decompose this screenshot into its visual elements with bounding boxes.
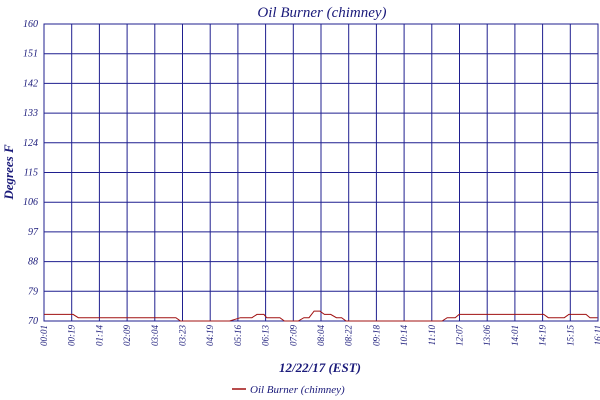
x-tick-label: 11:10 xyxy=(427,325,437,346)
x-tick-label: 09:18 xyxy=(371,325,381,346)
x-tick-label: 00:01 xyxy=(39,325,49,346)
x-tick-label: 10:14 xyxy=(399,325,409,346)
x-tick-label: 13:06 xyxy=(482,325,492,346)
x-tick-label: 12:07 xyxy=(455,325,465,346)
x-tick-label: 02:09 xyxy=(122,325,132,346)
x-tick-label: 14:01 xyxy=(510,325,520,346)
legend-label: Oil Burner (chimney) xyxy=(250,384,345,396)
legend: Oil Burner (chimney) xyxy=(232,384,345,396)
series-line-oil-burner xyxy=(44,310,598,322)
x-tick-label: 03:23 xyxy=(178,325,188,346)
y-tick-label: 142 xyxy=(23,78,38,89)
y-axis-label: Degrees F xyxy=(1,144,16,201)
x-tick-label: 08:22 xyxy=(344,325,354,346)
y-tick-label: 106 xyxy=(23,197,38,208)
x-tick-label: 15:15 xyxy=(565,325,575,346)
x-tick-label: 00:19 xyxy=(67,325,77,346)
y-tick-label: 79 xyxy=(28,286,38,297)
y-tick-label: 88 xyxy=(28,257,38,268)
y-tick-label: 160 xyxy=(23,19,38,30)
y-tick-labels: 70 79 88 97 106 115 124 133 142 151 160 xyxy=(23,19,39,327)
x-tick-label: 14:19 xyxy=(538,325,548,346)
x-tick-label: 07:09 xyxy=(288,325,298,346)
grid xyxy=(43,23,599,322)
y-tick-label: 151 xyxy=(23,49,38,60)
y-tick-label: 133 xyxy=(23,108,38,119)
chart-title: Oil Burner (chimney) xyxy=(257,5,386,21)
x-tick-label: 01:14 xyxy=(94,325,104,346)
y-tick-label: 70 xyxy=(28,316,38,327)
x-tick-label: 16:11 xyxy=(593,325,600,345)
y-tick-label: 97 xyxy=(28,227,39,238)
x-tick-label: 08:04 xyxy=(316,325,326,346)
y-tick-label: 115 xyxy=(24,168,38,179)
y-tick-label: 124 xyxy=(23,138,38,149)
x-tick-label: 04:19 xyxy=(205,325,215,346)
x-tick-labels: 00:01 00:19 01:14 02:09 03:04 03:23 04:19 05:16… xyxy=(39,325,600,346)
x-tick-label: 05:16 xyxy=(233,325,243,346)
x-tick-label: 06:13 xyxy=(261,325,271,346)
x-tick-label: 03:04 xyxy=(150,325,160,346)
x-axis-label: 12/22/17 (EST) xyxy=(279,360,361,375)
